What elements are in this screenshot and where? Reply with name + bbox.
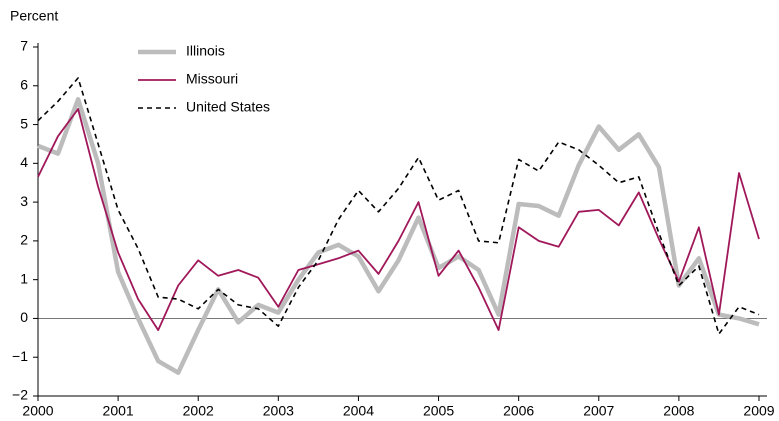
y-tick-label: 0 — [20, 309, 28, 325]
x-tick-label: 2005 — [423, 403, 454, 419]
y-tick-label: 4 — [20, 154, 28, 170]
series-line — [37, 77, 760, 335]
y-tick-label: 2 — [20, 232, 28, 248]
legend-label: United States — [186, 99, 270, 115]
y-tick-label: 1 — [20, 270, 28, 286]
series-line — [37, 108, 760, 331]
x-tick-label: 2007 — [583, 403, 614, 419]
y-axis-label: Percent — [10, 8, 58, 24]
y-tick-label: 6 — [20, 76, 28, 92]
x-tick-label: 2002 — [183, 403, 214, 419]
x-tick-label: 2009 — [743, 403, 774, 419]
y-tick-label: 7 — [20, 38, 28, 54]
x-tick-label: 2001 — [103, 403, 134, 419]
x-tick-label: 2006 — [503, 403, 534, 419]
series-line — [37, 97, 760, 375]
y-tick-label: 3 — [20, 193, 28, 209]
x-tick-label: 2003 — [263, 403, 294, 419]
legend-label: Missouri — [186, 71, 238, 87]
y-tick-label: 5 — [20, 115, 28, 131]
x-tick-label: 2000 — [22, 403, 53, 419]
legend-label: Illinois — [186, 43, 225, 59]
y-tick-label: −1 — [12, 348, 28, 364]
x-tick-label: 2008 — [663, 403, 694, 419]
y-tick-label: −2 — [12, 387, 28, 403]
x-tick-label: 2004 — [343, 403, 374, 419]
